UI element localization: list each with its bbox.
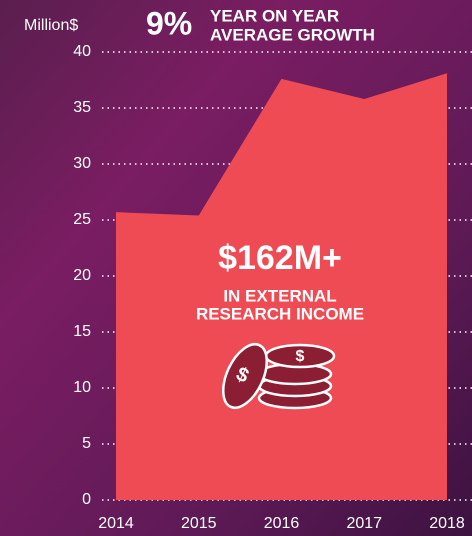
y-tick-label: 10: [73, 379, 91, 396]
x-tick-label: 2014: [98, 515, 134, 532]
y-tick-label: 20: [73, 267, 91, 284]
annotation-line: RESEARCH INCOME: [196, 304, 364, 323]
page: {"chart_data": { "type": "area", "y_labe…: [0, 0, 472, 536]
headline-line: AVERAGE GROWTH: [210, 25, 375, 44]
headline-value: 9%: [146, 5, 192, 41]
x-tick-label: 2016: [264, 515, 300, 532]
x-tick-label: 2017: [346, 515, 382, 532]
y-tick-label: 5: [82, 435, 91, 452]
annotation-value: $162M+: [218, 239, 342, 277]
y-tick-label: 0: [82, 491, 91, 508]
y-axis-label: Million$: [24, 17, 78, 34]
svg-text:$: $: [296, 348, 305, 365]
y-tick-label: 40: [73, 43, 91, 60]
y-tick-label: 30: [73, 155, 91, 172]
x-tick-label: 2018: [429, 515, 465, 532]
y-tick-label: 35: [73, 99, 91, 116]
headline-line: YEAR ON YEAR: [210, 6, 339, 25]
y-tick-label: 25: [73, 211, 91, 228]
chart: 0 5 10 15 20 25 30 35 40 2014 2015 2016 2017 2018 Mi…: [0, 0, 472, 536]
y-tick-label: 15: [73, 323, 91, 340]
annotation-line: IN EXTERNAL: [223, 286, 336, 305]
x-tick-label: 2015: [181, 515, 217, 532]
